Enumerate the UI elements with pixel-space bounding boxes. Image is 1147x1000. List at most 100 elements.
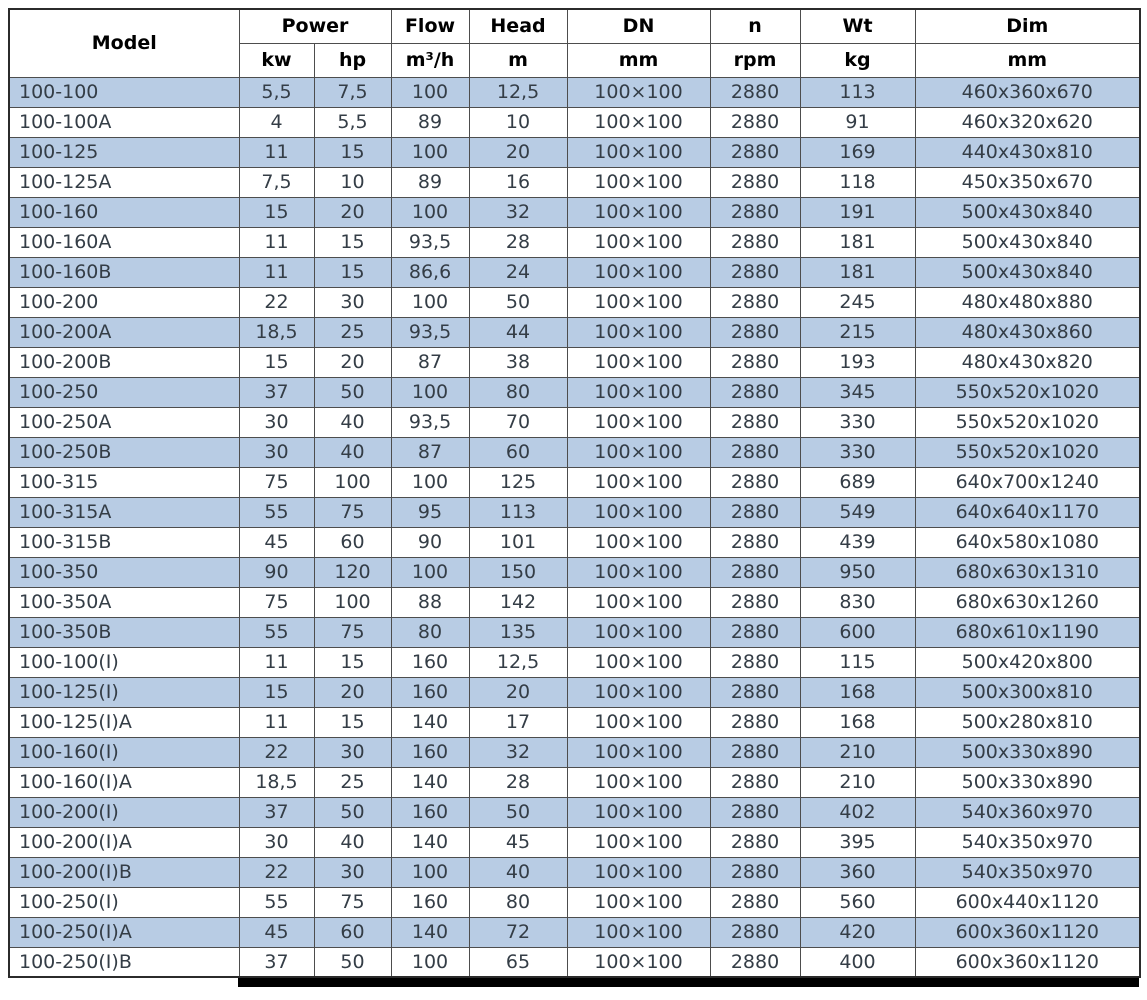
value-cell: 2880	[709, 496, 801, 528]
value-cell: 30	[313, 286, 392, 318]
value-cell: 2880	[709, 436, 801, 468]
model-cell: 100-100	[8, 76, 240, 108]
value-cell: 15	[313, 136, 392, 168]
value-cell: 93,5	[390, 316, 470, 348]
model-cell: 100-160B	[8, 256, 240, 288]
value-cell: 100×100	[566, 196, 711, 228]
value-cell: 15	[313, 226, 392, 258]
value-cell: 20	[468, 136, 568, 168]
value-cell: 2880	[709, 706, 801, 738]
value-cell: 100×100	[566, 556, 711, 588]
value-cell: 100×100	[566, 646, 711, 678]
model-cell: 100-100A	[8, 106, 240, 138]
value-cell: 550x520x1020	[914, 436, 1141, 468]
value-cell: 550x520x1020	[914, 406, 1141, 438]
value-cell: 181	[799, 226, 916, 258]
table-row: 100-200(I) 37 50 160 50 100×100 2880 402 540x360…	[8, 796, 1141, 828]
value-cell: 32	[468, 196, 568, 228]
value-cell: 150	[468, 556, 568, 588]
table-row: 100-200A 18,5 25 93,5 44 100×100 2880 215 480x43…	[8, 316, 1141, 348]
value-cell: 100×100	[566, 796, 711, 828]
model-cell: 100-250(I)A	[8, 916, 240, 948]
value-cell: 2880	[709, 466, 801, 498]
col-header-dim: Dim	[914, 8, 1141, 44]
col-header-power: Power	[238, 8, 392, 44]
value-cell: 30	[313, 856, 392, 888]
value-cell: 140	[390, 706, 470, 738]
model-cell: 100-250(I)	[8, 886, 240, 918]
value-cell: 50	[313, 946, 392, 978]
value-cell: 2880	[709, 376, 801, 408]
value-cell: 191	[799, 196, 916, 228]
value-cell: 95	[390, 496, 470, 528]
value-cell: 549	[799, 496, 916, 528]
value-cell: 100×100	[566, 406, 711, 438]
value-cell: 7,5	[238, 166, 315, 198]
model-cell: 100-350	[8, 556, 240, 588]
model-cell: 100-200A	[8, 316, 240, 348]
table-row: 100-350 90 120 100 150 100×100 2880 950 680x630x…	[8, 556, 1141, 588]
value-cell: 15	[313, 256, 392, 288]
value-cell: 10	[468, 106, 568, 138]
table-row: 100-160 15 20 100 32 100×100 2880 191 500x430x84…	[8, 196, 1141, 228]
value-cell: 100	[390, 196, 470, 228]
value-cell: 100×100	[566, 886, 711, 918]
horizontal-scrollbar-thumb[interactable]	[238, 978, 1139, 987]
value-cell: 75	[313, 886, 392, 918]
value-cell: 2880	[709, 196, 801, 228]
value-cell: 37	[238, 946, 315, 978]
value-cell: 22	[238, 736, 315, 768]
model-cell: 100-125A	[8, 166, 240, 198]
table-row: 100-200B 15 20 87 38 100×100 2880 193 480x430x82…	[8, 346, 1141, 378]
model-cell: 100-125(I)	[8, 676, 240, 708]
value-cell: 100	[390, 556, 470, 588]
value-cell: 100	[390, 136, 470, 168]
value-cell: 20	[313, 196, 392, 228]
value-cell: 91	[799, 106, 916, 138]
value-cell: 2880	[709, 766, 801, 798]
value-cell: 215	[799, 316, 916, 348]
value-cell: 160	[390, 646, 470, 678]
value-cell: 120	[313, 556, 392, 588]
col-header-n: n	[709, 8, 801, 44]
value-cell: 100×100	[566, 136, 711, 168]
value-cell: 80	[468, 886, 568, 918]
value-cell: 11	[238, 646, 315, 678]
value-cell: 50	[468, 796, 568, 828]
value-cell: 330	[799, 436, 916, 468]
value-cell: 2880	[709, 106, 801, 138]
value-cell: 169	[799, 136, 916, 168]
value-cell: 2880	[709, 316, 801, 348]
value-cell: 22	[238, 286, 315, 318]
value-cell: 80	[468, 376, 568, 408]
value-cell: 100×100	[566, 106, 711, 138]
pump-spec-table: Model Power Flow Head DN n Wt Dim kw hp …	[8, 8, 1142, 978]
value-cell: 345	[799, 376, 916, 408]
value-cell: 2880	[709, 526, 801, 558]
table-row: 100-350A 75 100 88 142 100×100 2880 830 680x630x…	[8, 586, 1141, 618]
value-cell: 600	[799, 616, 916, 648]
value-cell: 500x430x840	[914, 196, 1141, 228]
value-cell: 20	[468, 676, 568, 708]
unit-header-dim: mm	[914, 42, 1141, 78]
value-cell: 37	[238, 796, 315, 828]
value-cell: 113	[468, 496, 568, 528]
value-cell: 245	[799, 286, 916, 318]
value-cell: 30	[238, 406, 315, 438]
value-cell: 2880	[709, 916, 801, 948]
value-cell: 50	[468, 286, 568, 318]
model-cell: 100-100(I)	[8, 646, 240, 678]
value-cell: 460x320x620	[914, 106, 1141, 138]
value-cell: 439	[799, 526, 916, 558]
value-cell: 100×100	[566, 526, 711, 558]
value-cell: 600x360x1120	[914, 946, 1141, 978]
table-row: 100-125A 7,5 10 89 16 100×100 2880 118 450x350x6…	[8, 166, 1141, 198]
value-cell: 100×100	[566, 856, 711, 888]
value-cell: 2880	[709, 286, 801, 318]
unit-header-hp: hp	[313, 42, 392, 78]
value-cell: 75	[238, 466, 315, 498]
table-row: 100-160B 11 15 86,6 24 100×100 2880 181 500x430x…	[8, 256, 1141, 288]
value-cell: 30	[238, 826, 315, 858]
value-cell: 330	[799, 406, 916, 438]
value-cell: 25	[313, 316, 392, 348]
